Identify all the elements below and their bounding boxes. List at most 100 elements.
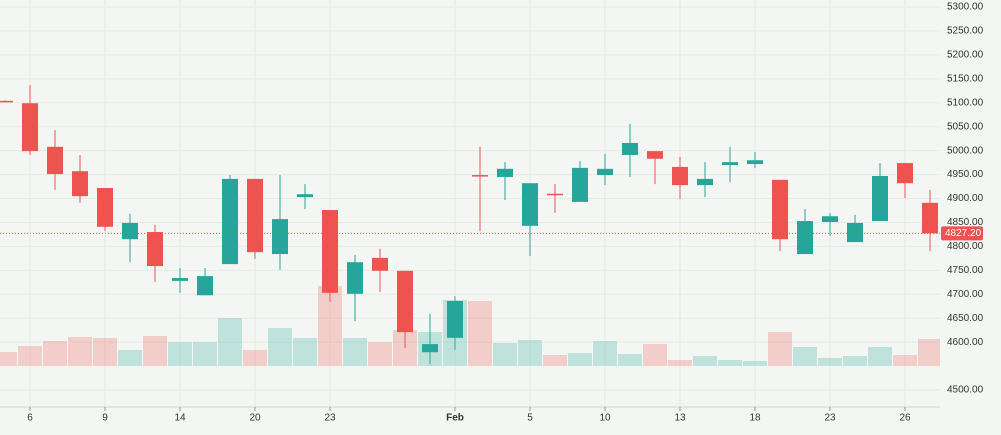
candle-body — [397, 270, 413, 333]
candle-body — [622, 142, 638, 155]
volume-bar — [568, 353, 592, 366]
y-tick-label: 4850.00 — [947, 217, 984, 228]
candle-body — [722, 162, 738, 166]
x-tick-label: 5 — [527, 413, 533, 424]
volume-bar — [768, 332, 792, 366]
x-tick-label: 14 — [174, 413, 186, 424]
candle-body — [247, 178, 263, 253]
candle-body — [747, 160, 763, 165]
y-tick-label: 5000.00 — [947, 145, 984, 156]
volume-bar — [18, 346, 42, 366]
candle-body — [672, 166, 688, 186]
candle-body — [872, 176, 888, 222]
y-tick-label: 5100.00 — [947, 97, 984, 108]
volume-bar — [293, 338, 317, 366]
candle-body — [0, 100, 13, 103]
candle-body — [347, 262, 363, 294]
candle-body — [922, 202, 938, 234]
candle-body — [322, 210, 338, 293]
candle-body — [22, 103, 38, 152]
x-tick-label: 9 — [102, 413, 108, 424]
volume-bar — [618, 354, 642, 366]
volume-bar — [243, 350, 267, 366]
volume-bar — [518, 340, 542, 366]
candle-body — [772, 179, 788, 240]
candle-body — [572, 167, 588, 202]
candle-body — [647, 151, 663, 159]
volume-bar — [643, 344, 667, 366]
y-tick-label: 4600.00 — [947, 337, 984, 348]
x-tick-label: 18 — [749, 413, 761, 424]
candle-body — [47, 146, 63, 175]
volume-bar — [0, 352, 17, 366]
y-tick-label: 4500.00 — [947, 385, 984, 396]
y-tick-label: 5150.00 — [947, 73, 984, 84]
candle-body — [172, 278, 188, 281]
volume-bar — [218, 318, 242, 366]
candle-body — [147, 232, 163, 267]
candle-body — [272, 219, 288, 255]
x-tick-label: 23 — [324, 413, 336, 424]
candle-body — [547, 193, 563, 196]
volume-bar — [493, 343, 517, 366]
candle-body — [222, 178, 238, 265]
x-tick-label: 13 — [674, 413, 686, 424]
y-tick-label: 4900.00 — [947, 193, 984, 204]
volume-bar — [143, 336, 167, 366]
candle-body — [372, 257, 388, 271]
candle-body — [847, 222, 863, 243]
candle-body — [522, 183, 538, 226]
candle-body — [597, 168, 613, 176]
candle-body — [97, 187, 113, 227]
x-tick-label: 10 — [599, 413, 611, 424]
volume-bar — [193, 342, 217, 366]
y-tick-label: 5050.00 — [947, 121, 984, 132]
candle-body — [797, 221, 813, 255]
candle-body — [297, 194, 313, 198]
candle-body — [822, 216, 838, 222]
y-tick-label: 5200.00 — [947, 50, 984, 61]
last-price-box — [941, 226, 983, 241]
volume-bar — [268, 328, 292, 366]
candle-layer — [0, 85, 938, 365]
y-tick-label: 5250.00 — [947, 26, 984, 37]
candle-body — [697, 178, 713, 186]
volume-bar — [743, 361, 767, 366]
y-tick-label: 4800.00 — [947, 241, 984, 252]
candle-body — [197, 276, 213, 296]
candle-body — [447, 300, 463, 338]
y-tick-label: 4650.00 — [947, 313, 984, 324]
volume-bar — [593, 341, 617, 366]
last-price-label: 4827.20 — [945, 228, 982, 239]
volume-bar — [368, 342, 392, 366]
volume-bar — [918, 339, 940, 366]
candle-body — [472, 175, 488, 177]
volume-bar — [68, 337, 92, 366]
volume-bar — [843, 356, 867, 366]
volume-bar — [343, 338, 367, 366]
volume-bar — [718, 360, 742, 366]
volume-bar — [118, 350, 142, 366]
volume-bar — [668, 360, 692, 366]
volume-bar — [893, 355, 917, 366]
candle-body — [122, 222, 138, 240]
y-tick-label: 5300.00 — [947, 2, 984, 13]
x-tick-label: Feb — [446, 413, 464, 424]
volume-bar — [693, 356, 717, 366]
volume-bar — [793, 347, 817, 366]
y-tick-label: 4750.00 — [947, 265, 984, 276]
volume-bar — [43, 341, 67, 366]
x-tick-label: 26 — [899, 413, 911, 424]
volume-bar — [818, 358, 842, 366]
volume-bar — [868, 347, 892, 366]
candle-body — [72, 171, 88, 197]
candle-body — [897, 163, 913, 184]
y-tick-label: 4700.00 — [947, 289, 984, 300]
y-tick-label: 4950.00 — [947, 169, 984, 180]
x-tick-label: 6 — [27, 413, 33, 424]
candle-body — [497, 168, 513, 177]
volume-bar — [468, 301, 492, 366]
candle-body — [422, 344, 438, 353]
volume-layer — [0, 286, 940, 366]
